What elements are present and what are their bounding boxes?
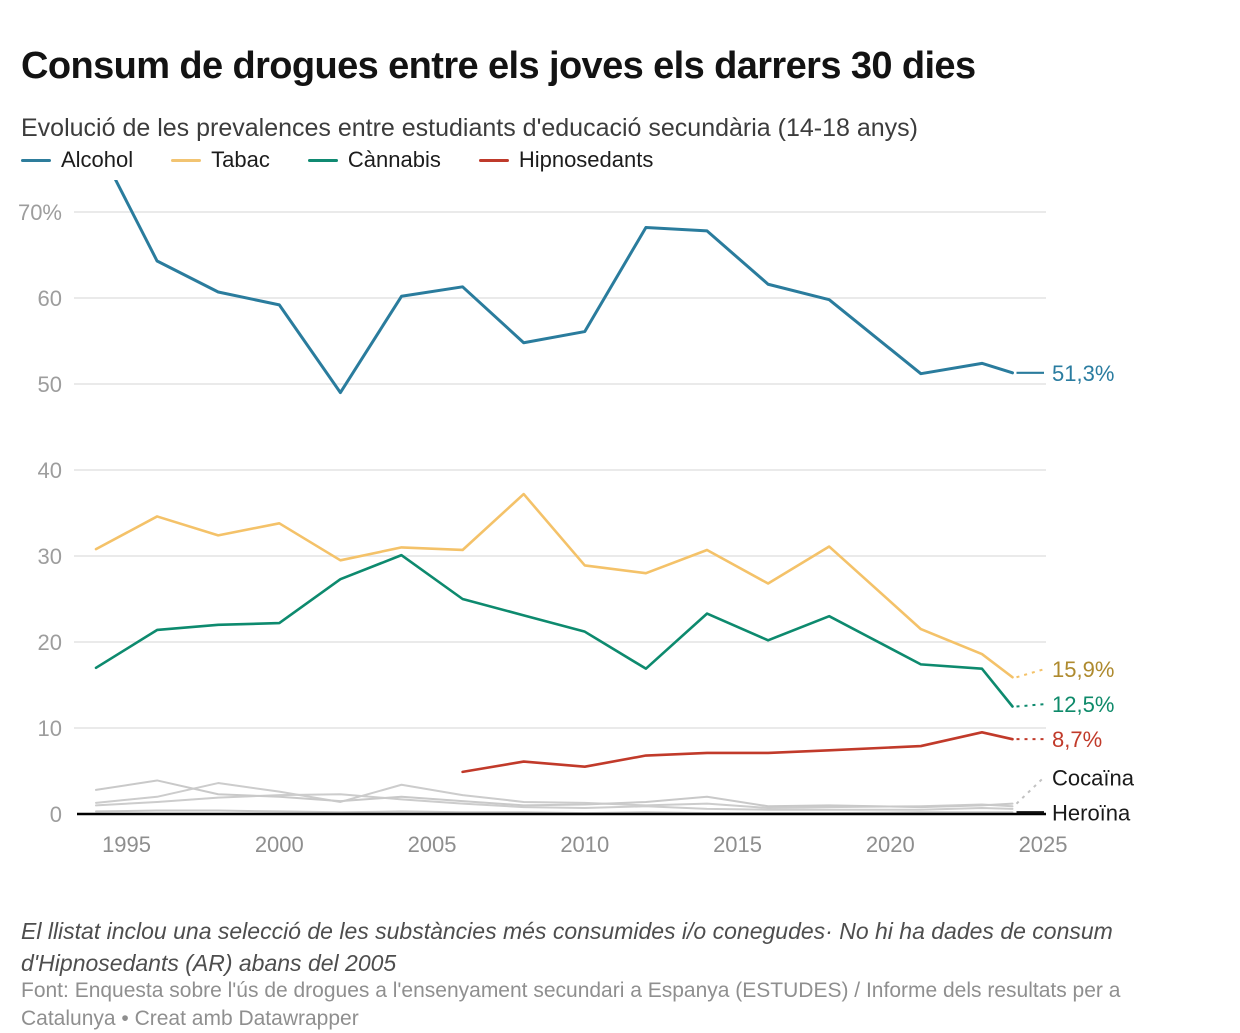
- y-tick-label: 20: [38, 630, 62, 655]
- legend-swatch-icon: [307, 158, 338, 162]
- legend-swatch-icon: [171, 158, 202, 162]
- end-label-hipnosedants: 8,7%: [1052, 727, 1102, 752]
- end-label-connector-cannabis: [1016, 703, 1045, 708]
- legend-swatch-icon: [478, 158, 509, 162]
- chart-source: Font: Enquesta sobre l'ús de drogues a l…: [21, 979, 1121, 1030]
- end-label-cannabis: 12,5%: [1052, 692, 1114, 717]
- x-tick-label: 1995: [102, 832, 151, 857]
- y-tick-label: 10: [38, 716, 62, 741]
- legend-label: Tabac: [211, 147, 270, 172]
- end-label-alcohol: 51,3%: [1052, 361, 1114, 386]
- legend-item-hipnosedants: Hipnosedants: [478, 147, 654, 173]
- x-tick-label: 2015: [713, 832, 762, 857]
- x-tick-label: 2000: [255, 832, 304, 857]
- legend-label: Alcohol: [61, 147, 134, 172]
- line-cocaina: [95, 779, 1014, 809]
- legend: Alcohol Tabac Cànnabis Hipnosedants: [21, 147, 653, 173]
- x-tick-label: 2010: [560, 832, 609, 857]
- end-label-heroina: Heroïna: [1052, 800, 1131, 825]
- page-title: Consum de drogues entre els joves els da…: [21, 45, 976, 88]
- page-subtitle: Evolució de les prevalences entre estudi…: [21, 114, 918, 142]
- y-tick-label: 40: [38, 458, 62, 483]
- end-label-connector-cocaina: [1015, 776, 1045, 805]
- line-cannabis: [94, 553, 1014, 708]
- end-label-tabac: 15,9%: [1052, 657, 1114, 682]
- y-tick-label: 70%: [18, 200, 62, 225]
- chart-svg: 0 10 20 30 40 50 60 70% 1995 2000 2005 2010 2015 2020…: [18, 139, 1135, 857]
- y-tick-label: 30: [38, 544, 62, 569]
- line-hipnosedants: [461, 730, 1014, 774]
- x-tick-label: 2025: [1019, 832, 1068, 857]
- end-label-cocaina: Cocaïna: [1052, 765, 1135, 790]
- y-tick-label: 50: [38, 372, 62, 397]
- end-label-connector-tabac: [1016, 668, 1045, 679]
- y-tick-label: 0: [50, 802, 62, 827]
- line-alcohol: [94, 139, 1014, 395]
- y-tick-label: 60: [38, 286, 62, 311]
- legend-label: Hipnosedants: [518, 147, 654, 172]
- chart-footnote: El llistat inclou una selecció de les su…: [21, 918, 1113, 976]
- line-chart: 0 10 20 30 40 50 60 70% 1995 2000 2005 2010 2015 2020…: [0, 139, 1240, 877]
- legend-item-alcohol: Alcohol: [21, 147, 133, 173]
- x-tick-label: 2005: [408, 832, 457, 857]
- line-tabac: [94, 492, 1014, 679]
- legend-label: Cànnabis: [347, 147, 441, 172]
- legend-swatch-icon: [21, 158, 51, 162]
- line-heroina: [95, 809, 1014, 815]
- x-tick-label: 2020: [866, 832, 915, 857]
- legend-item-cànnabis: Cànnabis: [307, 147, 441, 173]
- legend-item-tabac: Tabac: [171, 147, 270, 173]
